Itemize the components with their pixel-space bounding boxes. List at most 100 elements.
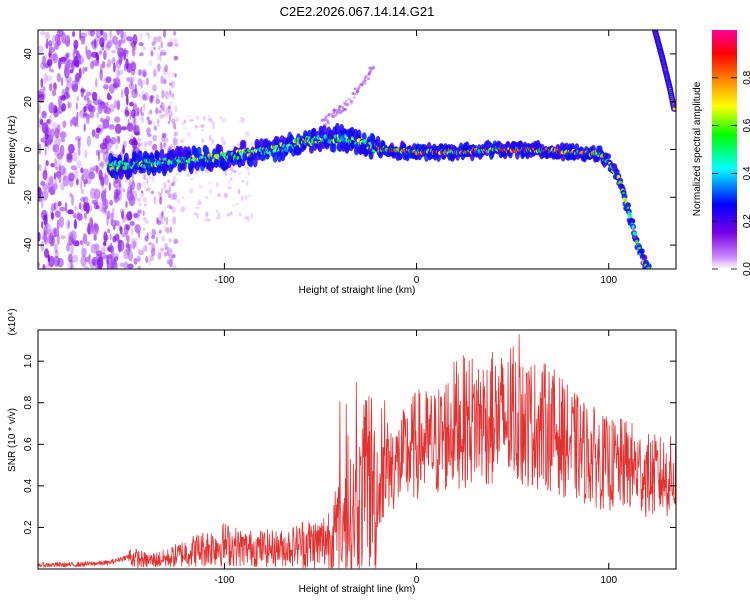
noise-blob	[59, 164, 61, 172]
noise-blob	[83, 112, 88, 117]
colorbar-gradient	[712, 30, 737, 269]
noise-blob	[87, 30, 94, 37]
noise-blob	[162, 107, 166, 113]
noise-blob	[68, 143, 75, 154]
noise-blob	[172, 137, 176, 146]
noise-blob	[110, 37, 115, 45]
noise-blob	[158, 229, 162, 234]
noise-blob	[244, 176, 249, 180]
branch-blob	[368, 66, 372, 70]
noise-blob	[105, 76, 112, 84]
noise-blob	[46, 59, 53, 67]
noise-blob	[137, 266, 142, 269]
noise-blob	[125, 58, 129, 70]
noise-blob	[88, 171, 95, 180]
spectrogram-y-tick-label: 40	[23, 48, 34, 60]
noise-blob	[38, 232, 41, 243]
noise-blob	[153, 70, 156, 77]
colorbar-tick-label: 0.6	[742, 118, 750, 132]
snr-y-tick-label: 0.4	[23, 479, 34, 493]
noise-blob	[80, 32, 87, 39]
noise-blob	[175, 172, 179, 176]
noise-blob	[164, 109, 170, 119]
ridge-halo	[159, 148, 165, 160]
noise-blob	[248, 172, 250, 176]
noise-blob	[106, 254, 113, 260]
noise-blob	[157, 63, 161, 72]
noise-blob	[59, 144, 65, 157]
noise-blob	[67, 261, 71, 269]
noise-blob	[85, 103, 89, 112]
noise-blob	[173, 30, 177, 36]
noise-blob	[109, 83, 115, 94]
noise-blob	[115, 60, 122, 69]
noise-blob	[65, 76, 72, 83]
noise-blob	[131, 237, 137, 250]
noise-blob	[47, 138, 50, 151]
noise-blob	[157, 35, 162, 42]
noise-blob	[167, 179, 171, 184]
noise-blob	[230, 167, 234, 172]
noise-blob	[51, 89, 57, 97]
noise-blob	[110, 242, 113, 254]
noise-blob	[73, 39, 79, 50]
noise-blob	[90, 30, 96, 37]
noise-blob	[71, 60, 75, 71]
noise-blob	[121, 210, 125, 220]
snr-y-tick-label: 0.8	[23, 395, 34, 409]
noise-blob	[80, 179, 83, 191]
noise-blob	[207, 181, 212, 184]
noise-blob	[173, 238, 179, 244]
noise-blob	[211, 138, 215, 145]
noise-blob	[168, 253, 174, 259]
noise-blob	[142, 71, 147, 77]
noise-blob	[219, 195, 222, 198]
noise-blob	[62, 168, 67, 181]
noise-blob	[147, 140, 152, 146]
snr-panel: -100 0 100 0.2 0.4 0.6 0.8 1.0 Height of strai…	[7, 308, 677, 595]
noise-blob	[42, 92, 47, 100]
noise-blob	[237, 188, 241, 195]
noise-blob	[70, 263, 75, 269]
noise-blob	[157, 45, 161, 51]
noise-blob	[167, 259, 170, 265]
noise-blob	[238, 212, 242, 217]
noise-blob	[119, 226, 123, 235]
noise-blob	[99, 160, 105, 169]
noise-blob	[155, 98, 161, 105]
noise-blob	[48, 43, 53, 53]
noise-blob	[49, 114, 53, 124]
noise-blob	[141, 118, 144, 124]
spectrogram-x-tick-label: 0	[414, 275, 420, 286]
noise-blob	[160, 187, 163, 194]
noise-blob	[106, 141, 112, 151]
snr-xlabel: Height of straight line (km)	[299, 584, 416, 595]
noise-blob	[103, 85, 110, 90]
noise-blob	[169, 205, 173, 210]
noise-blob	[143, 173, 147, 181]
noise-blob	[106, 63, 110, 69]
noise-blob	[92, 59, 100, 67]
noise-blob	[181, 196, 185, 200]
noise-blob	[221, 117, 227, 123]
noise-blob	[53, 255, 60, 267]
noise-blob	[138, 230, 141, 239]
noise-blob	[71, 254, 79, 263]
noise-blob	[104, 212, 110, 217]
noise-blob	[143, 145, 148, 150]
noise-blob	[106, 215, 109, 226]
noise-blob	[46, 119, 51, 124]
noise-blob	[200, 124, 205, 128]
noise-blob	[152, 68, 157, 78]
noise-blob	[143, 203, 147, 207]
noise-blob	[93, 165, 100, 172]
noise-blob	[66, 153, 73, 163]
noise-blob	[47, 138, 52, 146]
spectrogram-x-tick-label: 100	[600, 275, 617, 286]
noise-blob	[54, 243, 58, 254]
noise-blob	[183, 126, 188, 130]
noise-blob	[170, 182, 174, 187]
noise-blob	[136, 197, 142, 202]
colorbar-tick-label: 0.8	[742, 70, 750, 84]
noise-blob	[152, 134, 157, 142]
